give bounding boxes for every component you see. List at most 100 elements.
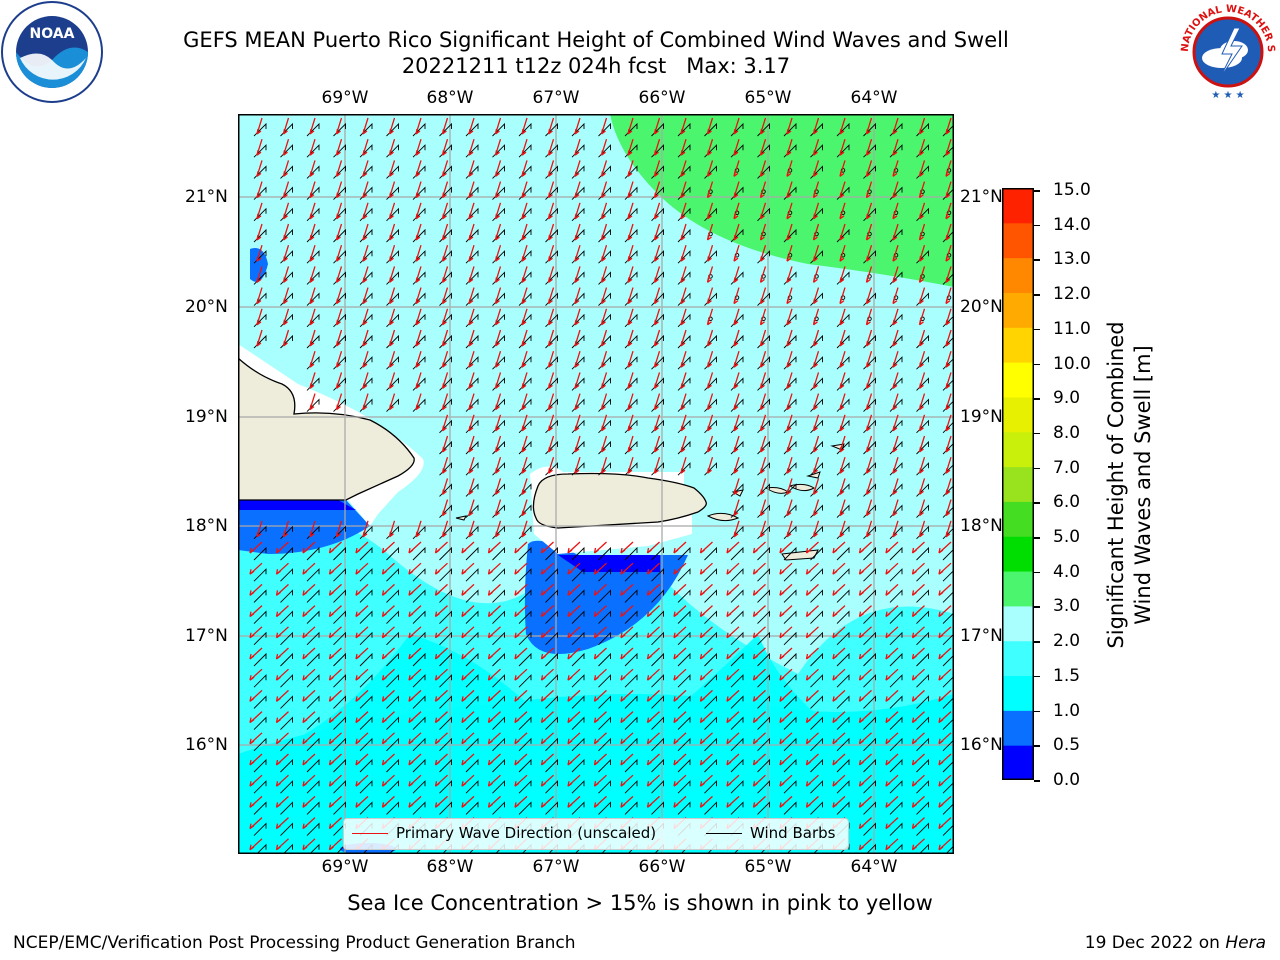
wind-barb: [836, 801, 850, 815]
wave-direction-arrow: [892, 520, 899, 538]
wave-direction-arrow: [786, 414, 793, 432]
wind-barb: [704, 631, 717, 646]
wind-barb: [783, 610, 797, 624]
wind-barb: [386, 801, 399, 815]
wave-direction-arrow: [547, 181, 555, 199]
wave-direction-arrow: [547, 435, 555, 453]
wave-direction-arrow: [680, 308, 687, 326]
wind-barb: [624, 716, 638, 730]
wave-direction-arrow: [514, 562, 528, 575]
wave-direction-arrow: [918, 478, 926, 495]
wind-barb: [545, 546, 558, 561]
wave-direction-arrow: [786, 202, 793, 220]
wind-barb: [253, 610, 267, 624]
wave-direction-arrow: [699, 732, 713, 745]
wave-direction-arrow: [514, 795, 528, 808]
wave-direction-arrow: [282, 329, 290, 347]
wave-direction-arrow: [805, 562, 819, 575]
nws-logo: NATIONAL WEATHER SERVICE ★ ★ ★: [1176, 0, 1278, 102]
wave-direction-arrow: [733, 266, 740, 283]
wave-direction-arrow: [461, 605, 475, 618]
wave-direction-arrow: [620, 605, 634, 618]
wave-direction-arrow: [752, 753, 766, 766]
wind-barb: [757, 546, 770, 561]
wave-direction-arrow: [600, 372, 608, 389]
wave-direction-arrow: [540, 583, 554, 596]
wave-direction-arrow: [302, 838, 316, 851]
wave-direction-arrow: [805, 795, 819, 808]
wind-barb: [598, 546, 611, 561]
wave-direction-arrow: [567, 562, 581, 575]
wave-direction-arrow: [752, 605, 766, 618]
wave-direction-arrow: [540, 626, 554, 639]
wave-direction-arrow: [653, 393, 661, 411]
wind-barb: [730, 631, 744, 646]
wave-direction-arrow: [434, 711, 448, 724]
wave-direction-arrow: [256, 308, 263, 326]
wind-barb: [836, 737, 850, 752]
wave-field-3.0-4.0: [610, 114, 954, 287]
wave-direction-arrow: [514, 605, 528, 618]
wave-direction-arrow: [441, 372, 449, 389]
wave-direction-arrow: [593, 583, 607, 596]
wave-direction-arrow: [441, 308, 449, 326]
wave-direction-arrow: [494, 478, 502, 495]
wave-direction-arrow: [839, 160, 846, 177]
wave-direction-arrow: [494, 308, 502, 326]
wave-direction-arrow: [653, 287, 661, 305]
wind-barb: [836, 546, 850, 561]
wave-direction-arrow: [514, 668, 528, 681]
wind-barb: [492, 695, 505, 709]
wind-barb: [412, 546, 426, 561]
wave-direction-arrow: [335, 160, 343, 177]
wave-direction-arrow: [699, 689, 713, 702]
lon-label-bottom: 69°W: [321, 857, 369, 877]
wave-direction-arrow: [521, 520, 528, 538]
lat-label-right: 16°N: [960, 735, 1003, 755]
wave-direction-arrow: [733, 414, 740, 432]
wind-barb: [280, 568, 293, 582]
wind-barb: [598, 695, 611, 709]
wave-direction-arrow: [275, 795, 289, 808]
wave-direction-arrow: [945, 329, 952, 347]
wind-barb: [306, 822, 320, 836]
wind-barb: [571, 610, 585, 624]
wind-barb: [518, 568, 532, 582]
wave-direction-arrow: [494, 414, 502, 432]
wind-barb: [757, 589, 770, 603]
wave-direction-arrow: [415, 308, 422, 326]
wave-direction-arrow: [627, 308, 634, 326]
wave-direction-arrow: [408, 753, 422, 766]
wave-direction-arrow: [812, 414, 820, 432]
wave-direction-arrow: [600, 287, 608, 305]
wind-barb: [651, 546, 664, 561]
svg-text:★ ★ ★: ★ ★ ★: [1211, 90, 1244, 101]
wave-direction-arrow: [335, 287, 343, 305]
wave-direction-arrow: [408, 732, 422, 745]
wave-direction-arrow: [461, 626, 475, 639]
wave-direction-arrow: [468, 435, 475, 453]
wave-direction-arrow: [309, 329, 316, 347]
wind-barb: [757, 737, 770, 752]
wave-field-0.0-0.5-hispaniola: [238, 500, 356, 510]
wave-direction-arrow: [408, 647, 422, 660]
wind-barb: [306, 695, 320, 709]
wave-direction-arrow: [938, 711, 952, 724]
wind-barb: [757, 652, 770, 667]
wave-direction-arrow: [381, 795, 395, 808]
wave-direction-arrow: [521, 160, 528, 177]
wave-direction-arrow: [574, 372, 581, 389]
wave-direction-arrow: [302, 647, 316, 660]
wave-direction-arrow: [521, 457, 528, 474]
wave-direction-arrow: [733, 393, 740, 411]
wind-barb: [704, 695, 717, 709]
wind-barb: [439, 631, 452, 646]
wind-barb: [571, 546, 585, 561]
wave-direction-arrow: [832, 774, 846, 787]
wave-direction-arrow: [759, 478, 767, 495]
wave-direction-arrow: [441, 266, 449, 283]
wind-barb: [863, 674, 876, 688]
lat-label-left: 21°N: [185, 187, 228, 207]
wave-direction-arrow: [885, 711, 899, 724]
wave-direction-arrow: [858, 583, 872, 596]
